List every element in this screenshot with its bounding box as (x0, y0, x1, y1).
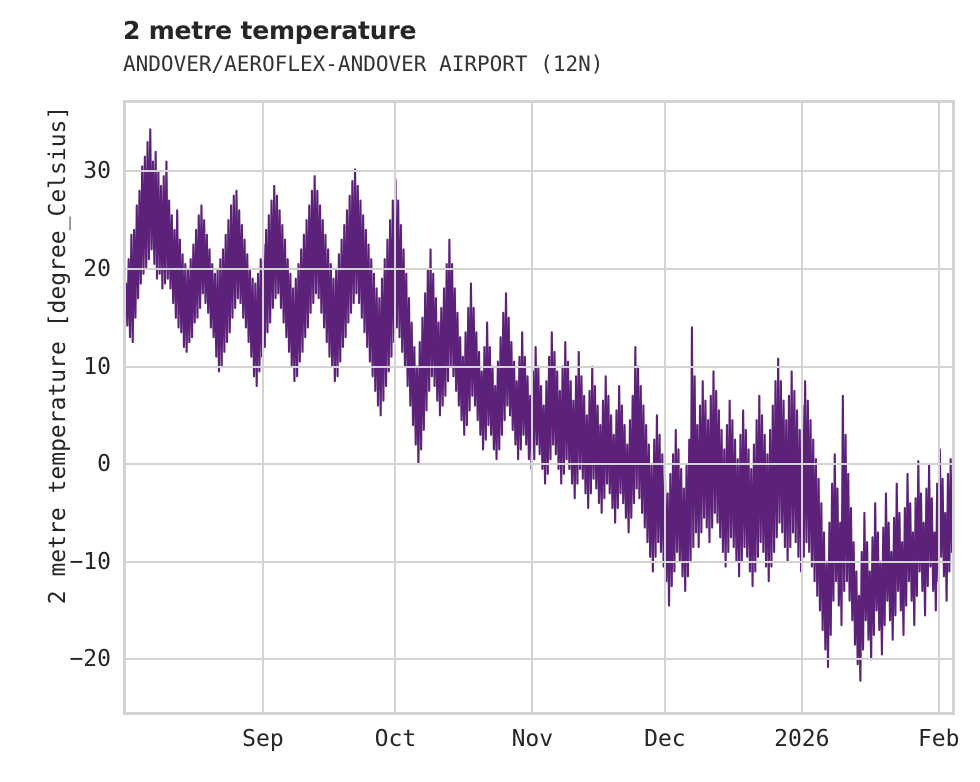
gridline-horizontal (126, 267, 952, 270)
chart-subtitle: ANDOVER/AEROFLEX-ANDOVER AIRPORT (12N) (123, 52, 604, 76)
chart-title: 2 metre temperature (123, 16, 417, 45)
gridline-horizontal (126, 658, 952, 661)
y-tick-label: 10 (83, 353, 111, 380)
y-tick-label: 30 (83, 158, 111, 185)
gridline-vertical (531, 103, 534, 712)
gridline-horizontal (126, 463, 952, 466)
temperature-line (126, 128, 952, 682)
plot-area (123, 100, 955, 715)
y-tick-label: −20 (69, 646, 111, 673)
gridline-vertical (663, 103, 666, 712)
temperature-series (126, 128, 952, 682)
x-tick-label: Dec (644, 726, 686, 752)
plot-inner (126, 103, 952, 712)
y-tick-label: −10 (69, 548, 111, 575)
x-tick-label: Nov (511, 726, 554, 752)
y-tick-label: 20 (83, 255, 111, 282)
gridline-horizontal (126, 365, 952, 368)
x-tick-label: Oct (374, 726, 417, 752)
x-tick-label: Sep (242, 726, 284, 752)
y-tick-label: 0 (97, 451, 111, 478)
gridline-vertical (394, 103, 397, 712)
x-tick-label: 2026 (774, 726, 830, 752)
gridline-horizontal (126, 560, 952, 563)
gridline-vertical (261, 103, 264, 712)
gridline-horizontal (126, 170, 952, 173)
x-tick-label: Feb (917, 726, 960, 752)
gridline-vertical (937, 103, 940, 712)
gridline-vertical (800, 103, 803, 712)
